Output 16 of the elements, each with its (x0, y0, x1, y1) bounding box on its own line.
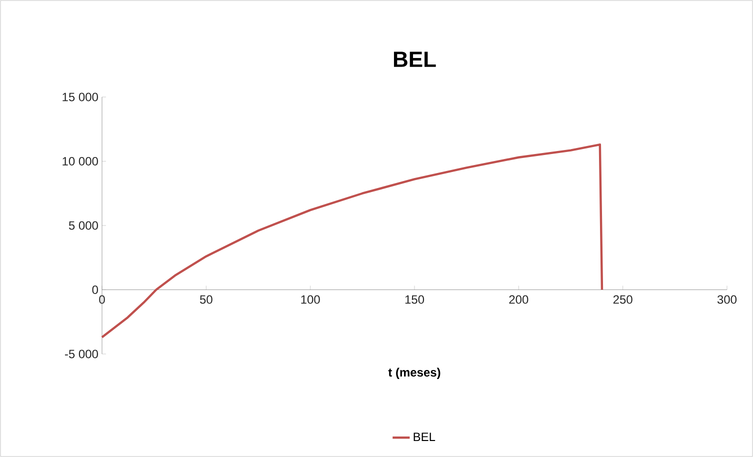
x-tick-label: 250 (613, 295, 632, 304)
line-series (100, 143, 604, 338)
x-tick-label: 300 (717, 295, 737, 304)
y-tick-label: -5 000 (64, 350, 98, 358)
x-tick-label: 100 (301, 295, 320, 304)
x-tick-label: 50 (200, 295, 212, 304)
y-tick-label: 0 (92, 285, 98, 294)
y-tick-label: 10 000 (62, 157, 98, 166)
x-axis-title: t (meses) (388, 368, 440, 379)
x-tick-label: 200 (509, 295, 528, 304)
chart-title: BEL (394, 52, 436, 67)
legend-label: BEL (414, 432, 436, 441)
x-tick-label: 150 (405, 295, 424, 304)
y-tick-label: 15 000 (62, 92, 98, 102)
y-tick-label: 5 000 (68, 221, 98, 230)
x-tick-label: 0 (99, 295, 105, 304)
